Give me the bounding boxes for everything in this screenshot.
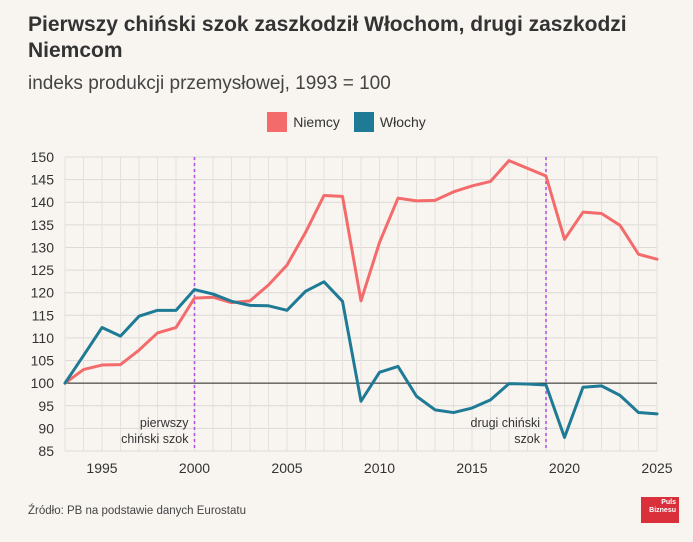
y-tick-label: 115 — [32, 307, 55, 323]
legend-swatch-niemcy — [267, 112, 288, 132]
y-tick-label: 100 — [31, 375, 55, 391]
legend-swatch-wlochy — [353, 112, 374, 132]
source-note: Źródło: PB na podstawie danych Eurostatu — [28, 505, 246, 517]
y-tick-label: 120 — [31, 285, 55, 301]
annotation-label: pierwszy — [140, 416, 189, 430]
y-tick-label: 90 — [38, 420, 54, 436]
series-line-wlochy — [63, 280, 659, 439]
y-tick-label: 105 — [31, 353, 55, 369]
x-tick-label: 2020 — [549, 460, 580, 476]
publisher-logo: Puls Biznesu — [641, 497, 679, 523]
x-tick-label: 1995 — [86, 460, 117, 476]
y-tick-label: 125 — [31, 262, 55, 278]
chart-subtitle: indeks produkcji przemysłowej, 1993 = 10… — [28, 73, 391, 94]
x-tick-label: 2000 — [179, 460, 210, 476]
x-tick-label: 2005 — [271, 460, 302, 476]
x-tick-label: 2010 — [364, 460, 395, 476]
legend-item-niemcy: Niemcy — [267, 112, 340, 132]
legend-label-niemcy: Niemcy — [293, 114, 340, 130]
x-tick-label: 2015 — [456, 460, 487, 476]
series-line-niemcy — [63, 159, 659, 385]
y-tick-label: 85 — [38, 443, 54, 459]
annotation-label: drugi chiński — [471, 416, 540, 430]
x-tick-label: 2025 — [641, 460, 672, 476]
y-tick-label: 135 — [31, 217, 55, 233]
annotation-label: szok — [514, 432, 540, 446]
legend: Niemcy Włochy — [0, 112, 693, 132]
chart-title: Pierwszy chiński szok zaszkodził Włochom… — [28, 13, 627, 62]
y-tick-label: 150 — [31, 149, 55, 165]
legend-item-wlochy: Włochy — [353, 112, 426, 132]
y-tick-label: 110 — [32, 330, 55, 346]
annotation-label: chiński szok — [121, 432, 189, 446]
y-tick-label: 140 — [31, 194, 55, 210]
y-tick-label: 95 — [38, 398, 54, 414]
y-tick-label: 145 — [31, 172, 55, 188]
legend-label-wlochy: Włochy — [379, 114, 426, 130]
y-tick-label: 130 — [31, 239, 55, 255]
